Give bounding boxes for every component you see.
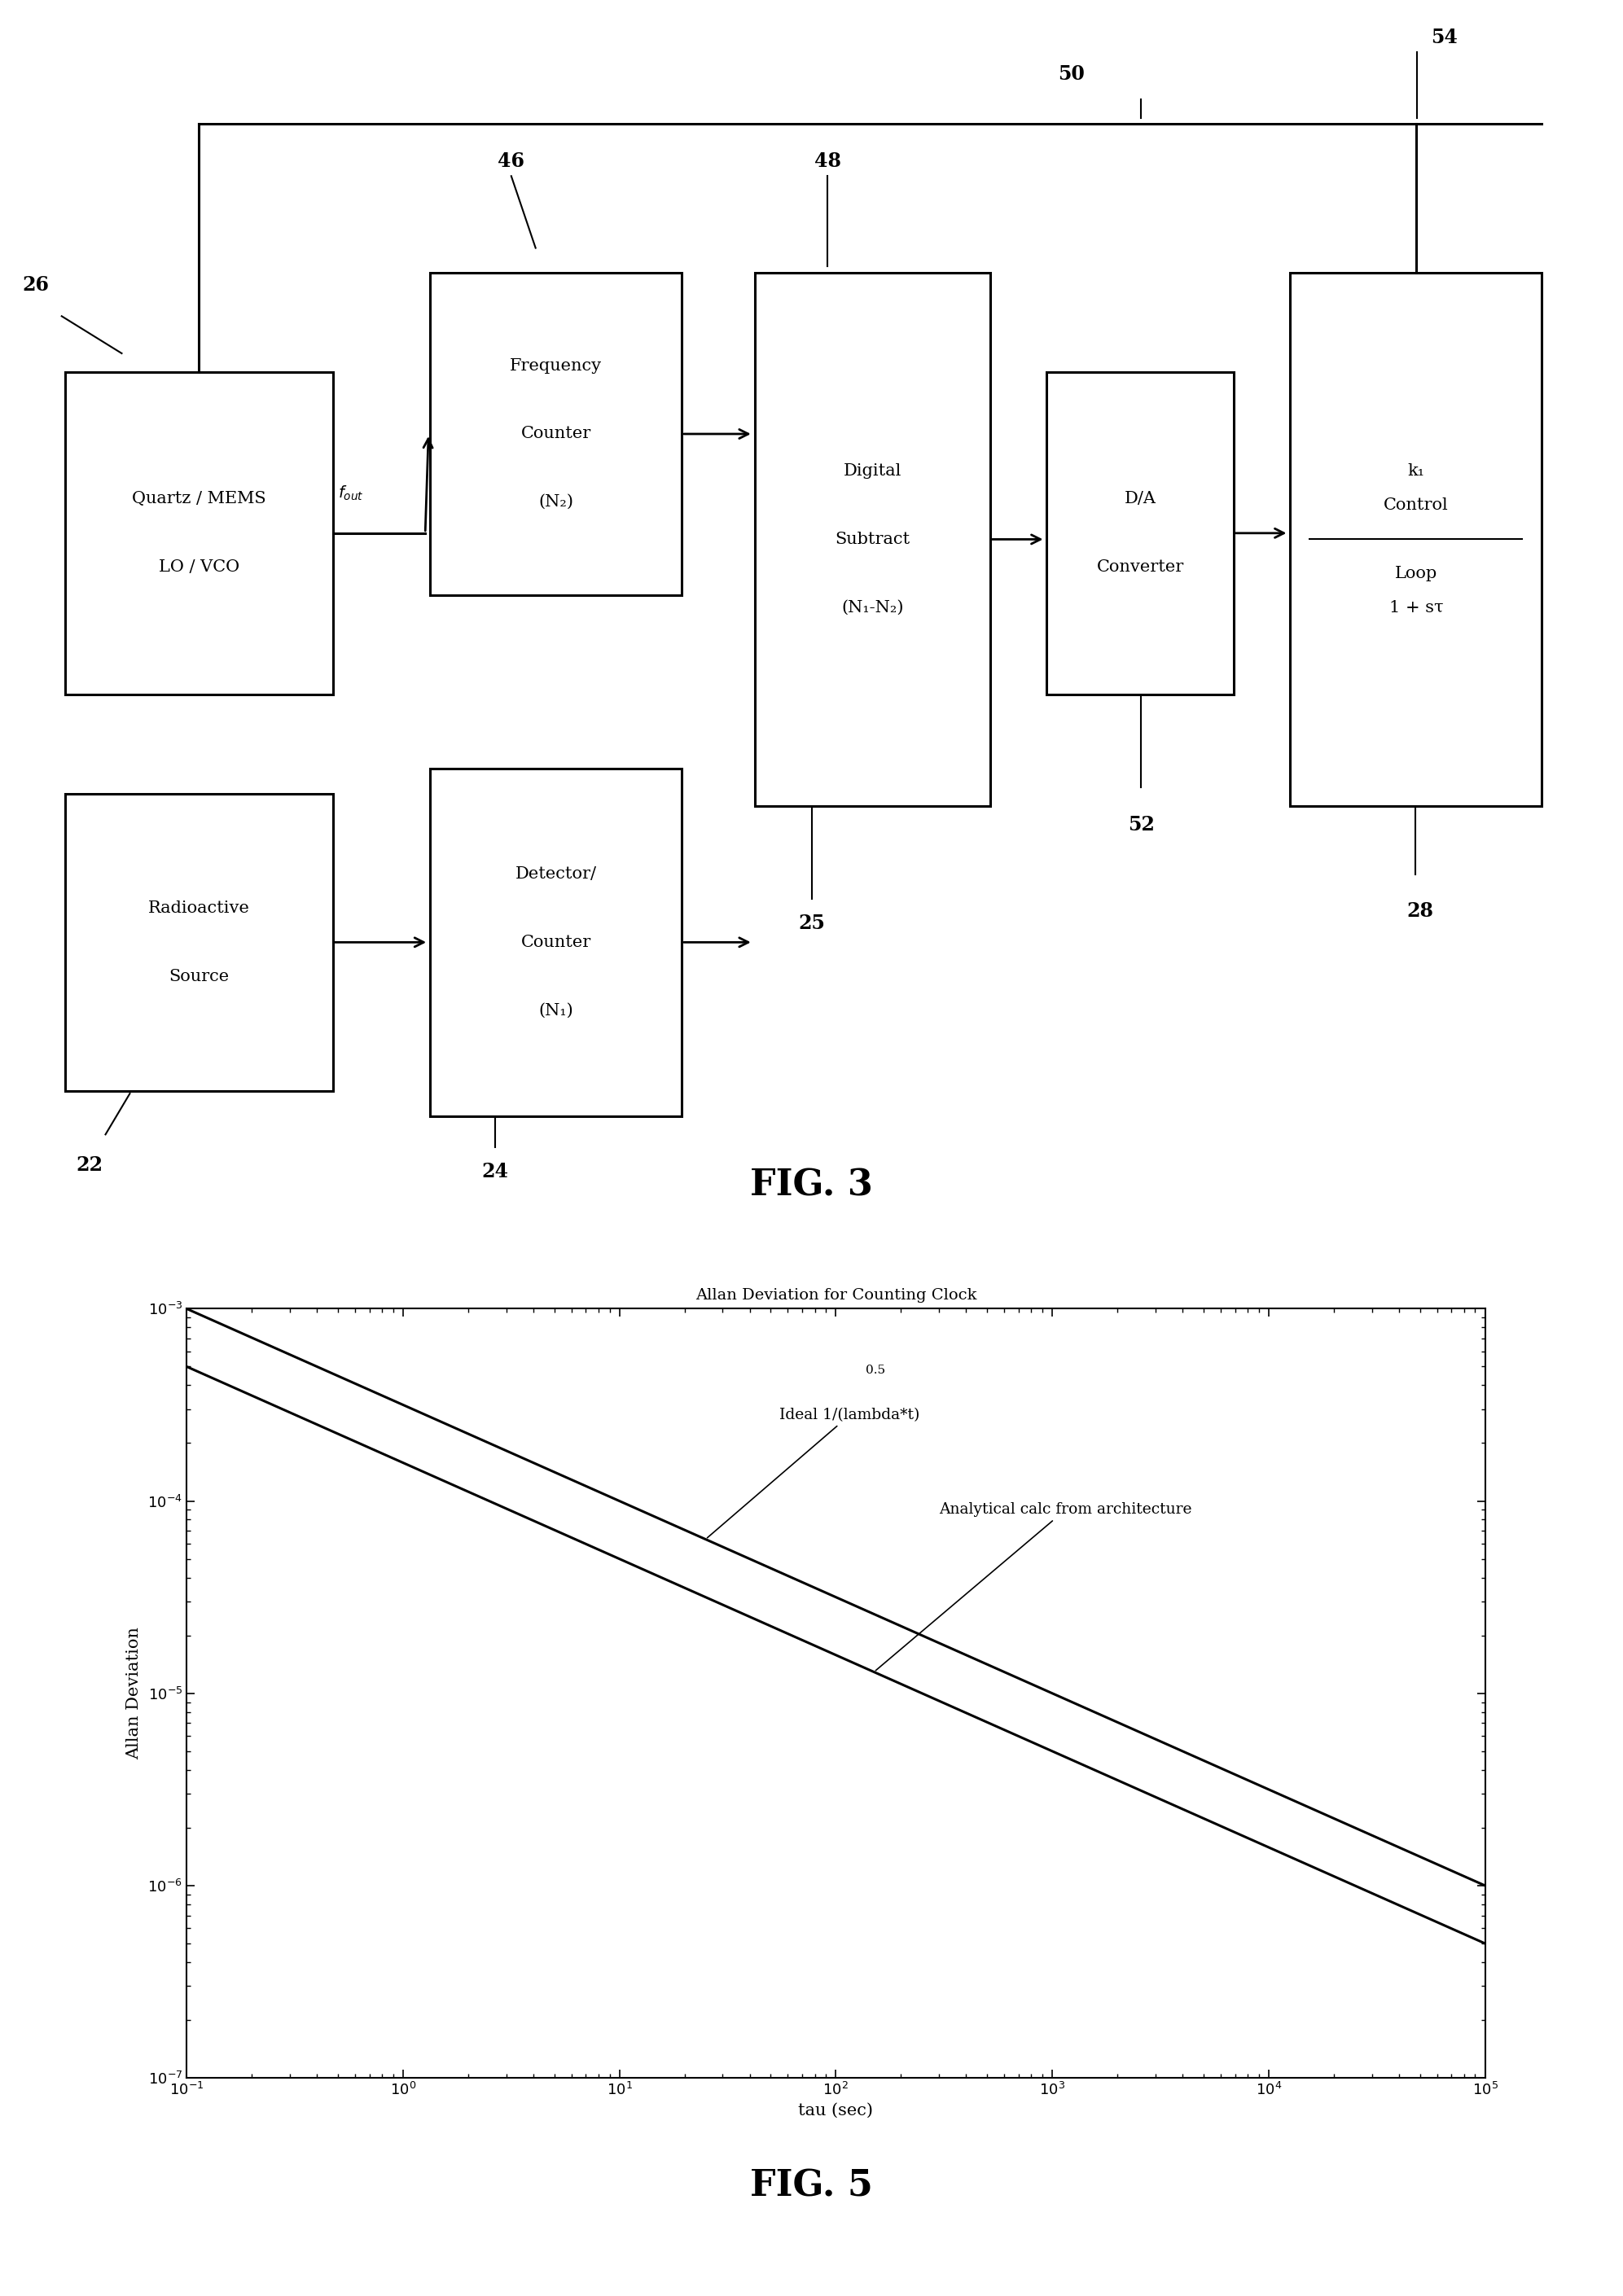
Text: 22: 22 — [76, 1155, 102, 1176]
Text: Ideal 1/(lambda*t): Ideal 1/(lambda*t) — [708, 1407, 920, 1538]
Text: 0.5: 0.5 — [865, 1364, 885, 1375]
Text: k₁: k₁ — [1407, 464, 1425, 480]
Text: Control: Control — [1383, 498, 1449, 512]
Bar — [430, 769, 682, 1116]
Text: 48: 48 — [815, 152, 841, 170]
Bar — [1290, 273, 1542, 806]
Text: Counter: Counter — [521, 934, 591, 951]
Text: (N₂): (N₂) — [539, 494, 573, 510]
Text: (N₁): (N₁) — [539, 1003, 573, 1017]
Text: 54: 54 — [1431, 28, 1457, 46]
Text: 24: 24 — [482, 1162, 508, 1182]
Text: Radioactive: Radioactive — [148, 900, 250, 916]
Text: $f_{out}$: $f_{out}$ — [338, 484, 364, 503]
Text: Subtract: Subtract — [834, 533, 911, 546]
X-axis label: tau (sec): tau (sec) — [799, 2103, 873, 2119]
Bar — [755, 273, 990, 806]
Text: Analytical calc from architecture: Analytical calc from architecture — [876, 1502, 1191, 1671]
Text: Converter: Converter — [1097, 560, 1183, 574]
Text: Loop: Loop — [1394, 565, 1438, 581]
Text: 50: 50 — [1058, 64, 1084, 85]
Bar — [65, 372, 333, 693]
Y-axis label: Allan Deviation: Allan Deviation — [127, 1628, 143, 1759]
Text: Frequency: Frequency — [510, 358, 602, 374]
Text: FIG. 3: FIG. 3 — [750, 1169, 873, 1203]
Text: 25: 25 — [799, 914, 824, 934]
Text: 26: 26 — [23, 276, 49, 294]
Bar — [65, 794, 333, 1091]
Text: 46: 46 — [498, 152, 524, 170]
Text: 1 + sτ: 1 + sτ — [1389, 599, 1443, 615]
Text: (N₁-N₂): (N₁-N₂) — [841, 599, 904, 615]
Text: D/A: D/A — [1125, 491, 1156, 507]
Text: Quartz / MEMS: Quartz / MEMS — [131, 491, 266, 507]
Text: 52: 52 — [1128, 815, 1154, 833]
Title: Allan Deviation for Counting Clock: Allan Deviation for Counting Clock — [695, 1288, 977, 1302]
Text: 28: 28 — [1407, 902, 1433, 921]
Bar — [430, 273, 682, 595]
Bar — [1047, 372, 1233, 693]
Text: Source: Source — [169, 969, 229, 985]
Text: LO / VCO: LO / VCO — [159, 560, 239, 574]
Text: Detector/: Detector/ — [514, 866, 597, 882]
Text: Counter: Counter — [521, 427, 591, 441]
Text: FIG. 5: FIG. 5 — [750, 2167, 873, 2204]
Text: Digital: Digital — [844, 464, 901, 480]
